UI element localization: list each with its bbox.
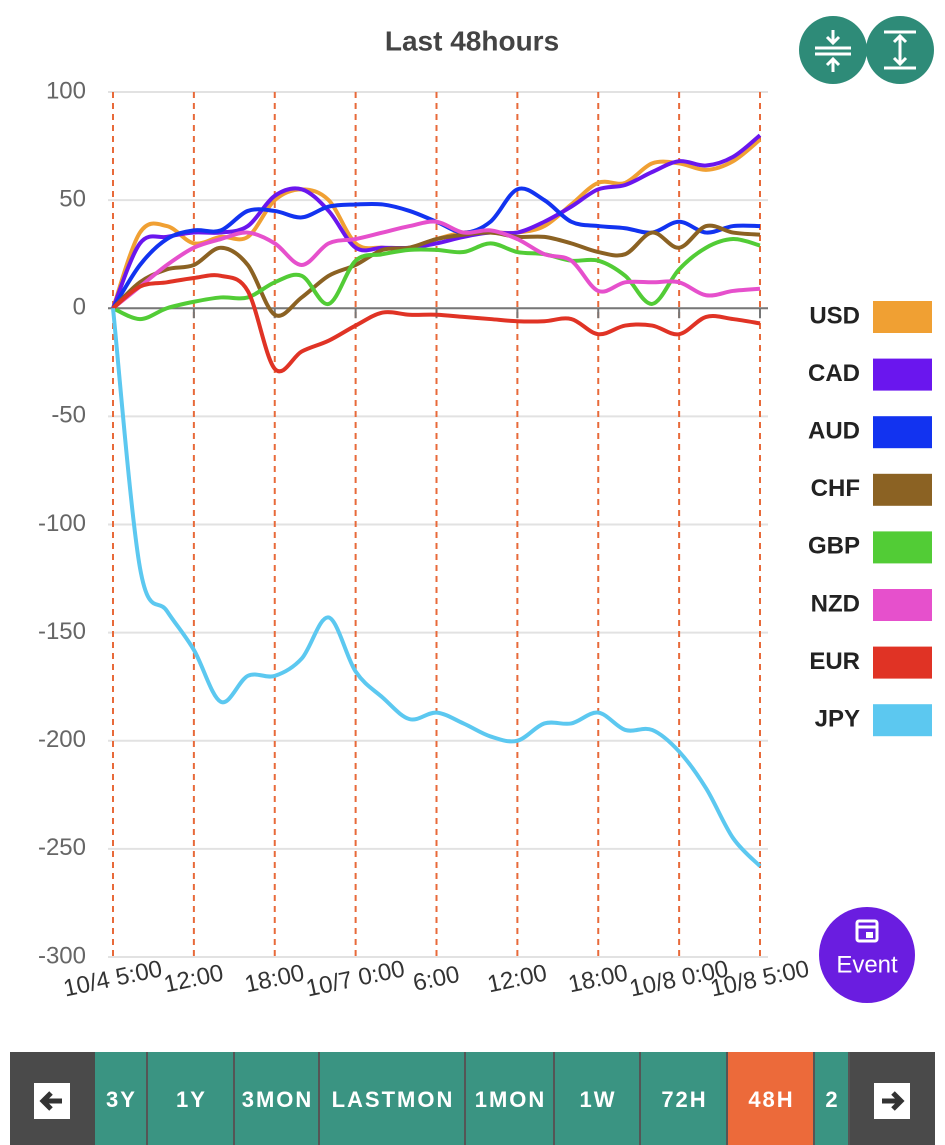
chart-title: Last 48hours (385, 25, 559, 56)
legend-swatch (873, 301, 932, 333)
legend-label: USD (809, 302, 860, 329)
series-line (112, 237, 761, 322)
y-tick-label: -100 (38, 510, 86, 537)
legend-swatch (873, 646, 932, 679)
legend-swatch (873, 416, 932, 449)
y-tick-label: 100 (46, 77, 86, 104)
event-button[interactable]: Event (819, 907, 915, 1003)
x-tick-label: 10/7 0:00 (304, 955, 408, 1002)
period-tab[interactable]: 72H (641, 1052, 726, 1145)
legend-label: EUR (809, 648, 860, 675)
x-tick-label: 6:00 (411, 961, 462, 997)
tab-label: 3MON (242, 1087, 314, 1112)
legend-label: NZD (811, 590, 860, 617)
y-tick-label: -150 (38, 618, 86, 645)
legend-swatch (873, 531, 932, 564)
tab-background (641, 1052, 726, 1145)
tab-background (728, 1052, 813, 1145)
period-tabs: 3Y 1Y 3MON LASTMON 1MON 1W 72H 48H 2 (95, 1052, 848, 1145)
series-line (111, 223, 761, 318)
legend-swatch (873, 589, 932, 621)
tab-background (815, 1052, 848, 1145)
tab-background (148, 1052, 233, 1145)
legend-swatch (873, 358, 932, 391)
tab-background (95, 1052, 146, 1145)
period-tab[interactable]: 1MON (466, 1052, 553, 1145)
tab-label: 1W (580, 1087, 617, 1112)
legend-swatch (873, 704, 932, 737)
y-tick-label: -50 (51, 402, 86, 429)
tab-background (320, 1052, 464, 1145)
tab-label: 2 (825, 1087, 839, 1112)
y-tick-label: -300 (38, 942, 86, 969)
tab-background (466, 1052, 553, 1145)
series-line (111, 308, 762, 868)
legend-label: CAD (808, 360, 860, 387)
legend-label: CHF (811, 475, 860, 502)
tab-label: LASTMON (332, 1087, 455, 1112)
x-tick-label: 12:00 (161, 959, 225, 998)
period-tab[interactable]: LASTMON (320, 1052, 464, 1145)
tab-label: 72H (661, 1087, 707, 1112)
x-tick-label: 12:00 (485, 959, 549, 998)
series-line (111, 133, 762, 310)
y-tick-label: 0 (73, 294, 86, 321)
tab-label: 3Y (106, 1087, 137, 1112)
y-tick-label: -250 (38, 834, 86, 861)
tab-label: 1Y (176, 1087, 207, 1112)
period-tab[interactable]: 3MON (235, 1052, 318, 1145)
tab-label: 48H (748, 1087, 794, 1112)
legend-label: JPY (815, 706, 860, 733)
expand-button[interactable] (866, 16, 934, 84)
legend-label: AUD (808, 418, 860, 445)
legend-label: GBP (808, 533, 860, 560)
y-tick-label: -200 (38, 726, 86, 753)
event-label: Event (836, 951, 898, 978)
tab-background (235, 1052, 318, 1145)
collapse-button[interactable] (799, 16, 867, 84)
x-tick-label: 18:00 (242, 959, 306, 998)
next-button[interactable] (850, 1052, 935, 1145)
tab-label: 1MON (475, 1087, 547, 1112)
legend-swatch (873, 473, 932, 506)
series-line (111, 273, 761, 374)
period-tab[interactable]: 48H (728, 1052, 813, 1145)
series-line (111, 219, 761, 310)
period-tab[interactable]: 3Y (95, 1052, 146, 1145)
period-tab[interactable]: 2 (815, 1052, 848, 1145)
prev-button[interactable] (10, 1052, 95, 1145)
y-tick-label: 50 (59, 185, 86, 212)
tab-background (555, 1052, 639, 1145)
period-tab[interactable]: 1W (555, 1052, 639, 1145)
x-tick-label: 18:00 (566, 959, 630, 998)
period-tab[interactable]: 1Y (148, 1052, 233, 1145)
